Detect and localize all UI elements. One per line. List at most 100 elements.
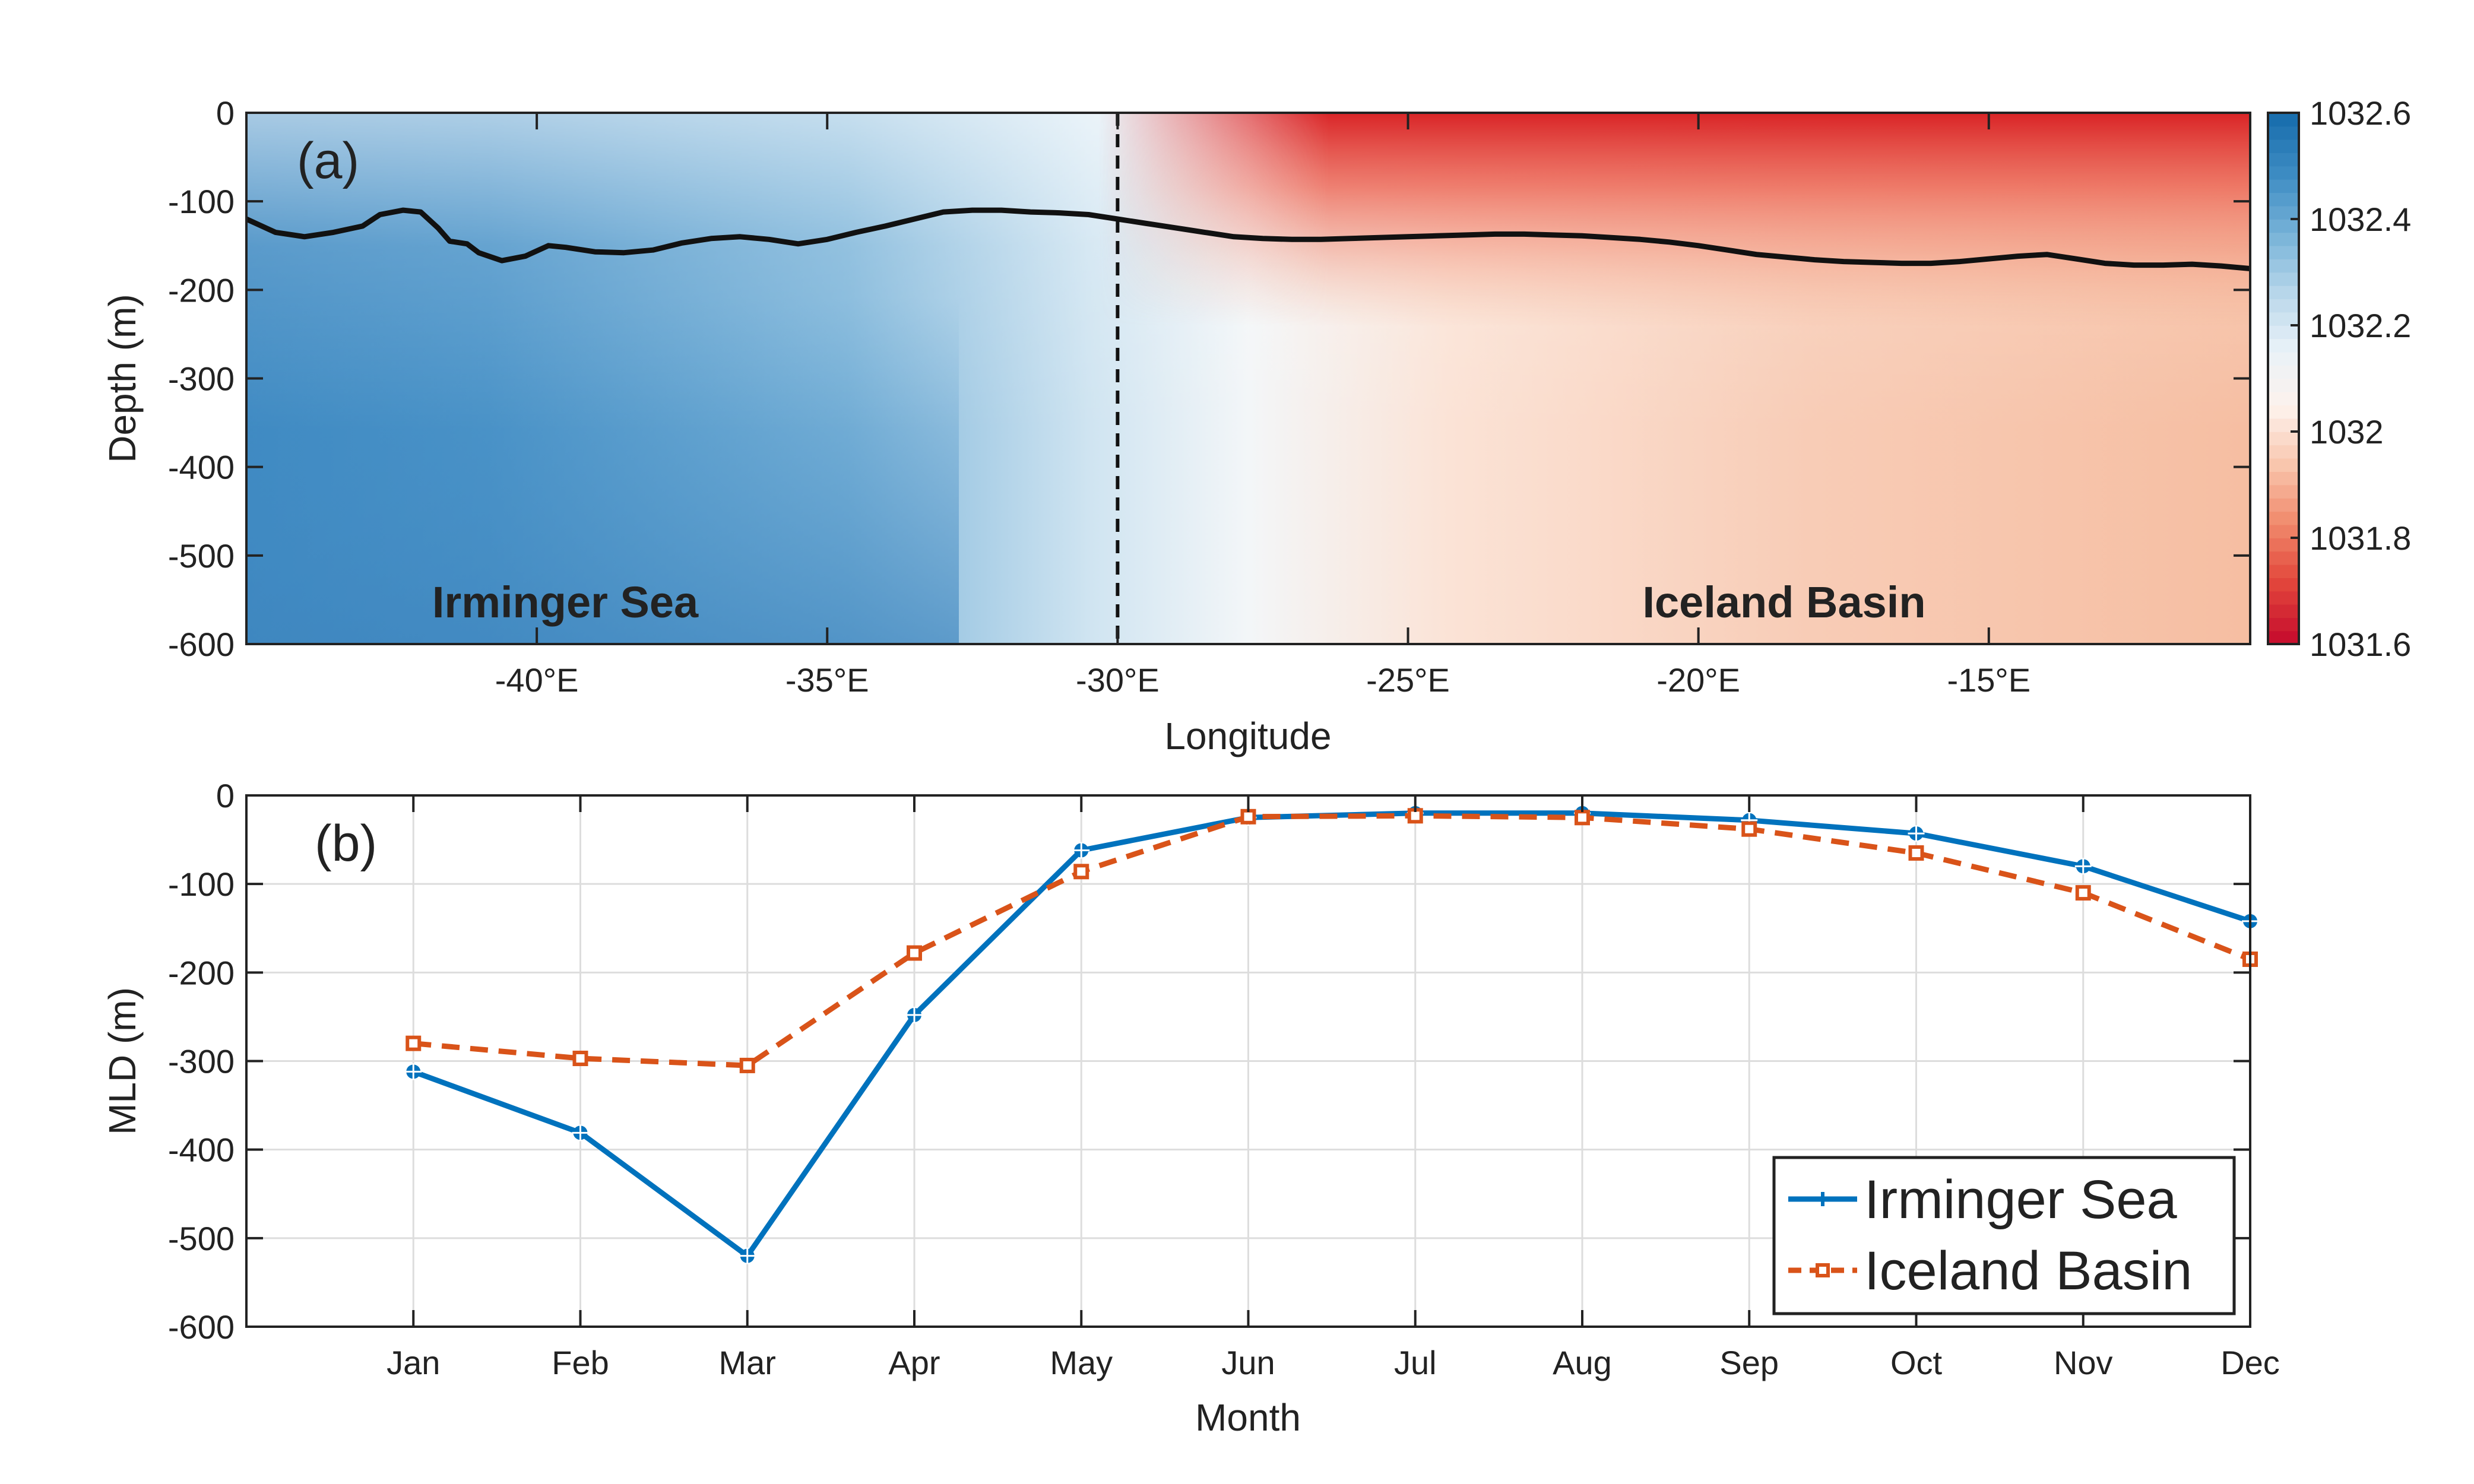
- colorbar-band: [2268, 338, 2299, 353]
- panel-a-ytick-label: -300: [168, 360, 235, 398]
- panel-b-xtick-label: May: [1050, 1344, 1113, 1381]
- panel-a-ytick-label: -200: [168, 271, 235, 309]
- data-point-iceland-basin: [406, 1035, 422, 1051]
- panel-b-xtick-label: Jan: [387, 1344, 440, 1381]
- colorbar-band: [2268, 113, 2299, 127]
- legend-label-iceland: Iceland Basin: [1864, 1241, 2192, 1301]
- colorbar-band: [2268, 591, 2299, 605]
- colorbar-band: [2268, 139, 2299, 153]
- region-label-iceland: Iceland Basin: [1642, 578, 1925, 627]
- colorbar-band: [2268, 312, 2299, 326]
- panel-b-ytick-label: 0: [216, 777, 235, 814]
- colorbar-band: [2268, 166, 2299, 180]
- legend-marker-irminger: [1816, 1192, 1830, 1206]
- panel-b-ytick-label: -300: [168, 1043, 235, 1080]
- data-point-irminger-sea: [572, 1124, 589, 1141]
- colorbar-band: [2268, 604, 2299, 619]
- panel-b-xtick-label: Mar: [719, 1344, 776, 1381]
- colorbar-band: [2268, 617, 2299, 632]
- colorbar-band: [2268, 418, 2299, 432]
- panel-a-xtick-label: -35°E: [785, 661, 869, 699]
- data-point-irminger-sea: [739, 1247, 756, 1264]
- panel-a-xtick-label: -25°E: [1366, 661, 1450, 699]
- colorbar-tick-label: 1031.8: [2310, 519, 2411, 557]
- mld-line: [246, 207, 2250, 271]
- panel-a-xtick-label: -30°E: [1076, 661, 1160, 699]
- panel-b-xtick-label: Aug: [1553, 1344, 1612, 1381]
- colorbar-band: [2268, 458, 2299, 472]
- panel-a-xtick-label: -20°E: [1656, 661, 1740, 699]
- colorbar-band: [2268, 538, 2299, 552]
- panel-b-ytick-label: -500: [168, 1220, 235, 1257]
- panel-b-ytick-label: -100: [168, 865, 235, 903]
- colorbar-tick-label: 1031.6: [2310, 626, 2411, 663]
- colorbar-tick-label: 1032.4: [2310, 201, 2411, 238]
- colorbar-band: [2268, 471, 2299, 486]
- colorbar-band: [2268, 445, 2299, 459]
- colorbar-band: [2268, 153, 2299, 167]
- panel-a-label: (a): [297, 132, 359, 189]
- panel-b-xtick-label: Nov: [2054, 1344, 2113, 1381]
- density-field-surface-red: [1098, 113, 2250, 326]
- colorbar-tick-label: 1032: [2310, 413, 2384, 451]
- data-point-iceland-basin: [1908, 845, 1924, 861]
- colorbar-band: [2268, 126, 2299, 140]
- data-point-irminger-sea: [906, 1006, 923, 1023]
- panel-a-ytick-label: -600: [168, 626, 235, 663]
- colorbar-band: [2268, 405, 2299, 419]
- panel-b-series: [405, 804, 2258, 1264]
- colorbar-band: [2268, 351, 2299, 366]
- colorbar-band: [2268, 378, 2299, 392]
- data-point-iceland-basin: [2075, 885, 2091, 901]
- panel-b-xlabel: Month: [1195, 1396, 1301, 1439]
- colorbar-band: [2268, 564, 2299, 578]
- colorbar-band: [2268, 497, 2299, 512]
- legend: Irminger Sea Iceland Basin: [1772, 1156, 2236, 1315]
- panel-b-ytick-label: -400: [168, 1131, 235, 1169]
- colorbar: 1032.6 1032.4 1032.2 1032 1031.8 1031.6: [2267, 94, 2411, 663]
- colorbar-band: [2268, 192, 2299, 207]
- panel-a-ytick-label: 0: [216, 94, 235, 132]
- data-point-iceland-basin: [1575, 810, 1590, 826]
- panel-a-xtick-label: -15°E: [1947, 661, 2030, 699]
- panel-a-ylabel: Depth (m): [101, 294, 144, 463]
- data-point-irminger-sea: [1073, 842, 1090, 859]
- region-label-irminger: Irminger Sea: [432, 578, 699, 627]
- colorbar-band: [2268, 259, 2299, 273]
- colorbar-band: [2268, 630, 2299, 645]
- colorbar-band: [2268, 551, 2299, 565]
- colorbar-band: [2268, 245, 2299, 259]
- colorbar-band: [2268, 285, 2299, 300]
- panel-a-xlabel: Longitude: [1164, 715, 1331, 757]
- series-line-iceland-basin: [413, 813, 2251, 1068]
- colorbar-band: [2268, 578, 2299, 592]
- colorbar-band: [2268, 232, 2299, 246]
- panel-b-ytick-label: -200: [168, 954, 235, 991]
- colorbar-band: [2268, 484, 2299, 499]
- panel-a-ytick-label: -400: [168, 449, 235, 486]
- panel-b-label: (b): [315, 815, 377, 872]
- data-point-iceland-basin: [739, 1057, 755, 1073]
- colorbar-band: [2268, 272, 2299, 286]
- colorbar-band: [2268, 432, 2299, 446]
- data-point-iceland-basin: [1240, 808, 1256, 825]
- panel-b-xtick-label: Jul: [1394, 1344, 1437, 1381]
- colorbar-tick-label: 1032.6: [2310, 94, 2411, 132]
- panel-b-xtick-label: Jun: [1221, 1344, 1275, 1381]
- legend-marker-iceland: [1816, 1263, 1830, 1277]
- data-point-iceland-basin: [907, 945, 922, 961]
- data-point-irminger-sea: [2074, 858, 2092, 875]
- panel-a-ytick-label: -100: [168, 183, 235, 220]
- panel-b-xtick-label: Dec: [2220, 1344, 2280, 1381]
- colorbar-band: [2268, 365, 2299, 379]
- panel-b-ticks: Jan Feb Mar Apr May Jun Jul Aug Sep Oct Nov Dec 0 -10…: [168, 777, 2280, 1381]
- colorbar-band: [2268, 219, 2299, 233]
- colorbar-band: [2268, 179, 2299, 194]
- panel-b-xtick-label: Oct: [1890, 1344, 1943, 1381]
- colorbar-band: [2268, 325, 2299, 340]
- panel-b-xtick-label: Apr: [888, 1344, 940, 1381]
- data-point-iceland-basin: [572, 1051, 588, 1067]
- panel-b-ylabel: MLD (m): [101, 987, 144, 1135]
- panel-b-line-chart: Jan Feb Mar Apr May Jun Jul Aug Sep Oct Nov Dec 0 -10…: [101, 777, 2280, 1439]
